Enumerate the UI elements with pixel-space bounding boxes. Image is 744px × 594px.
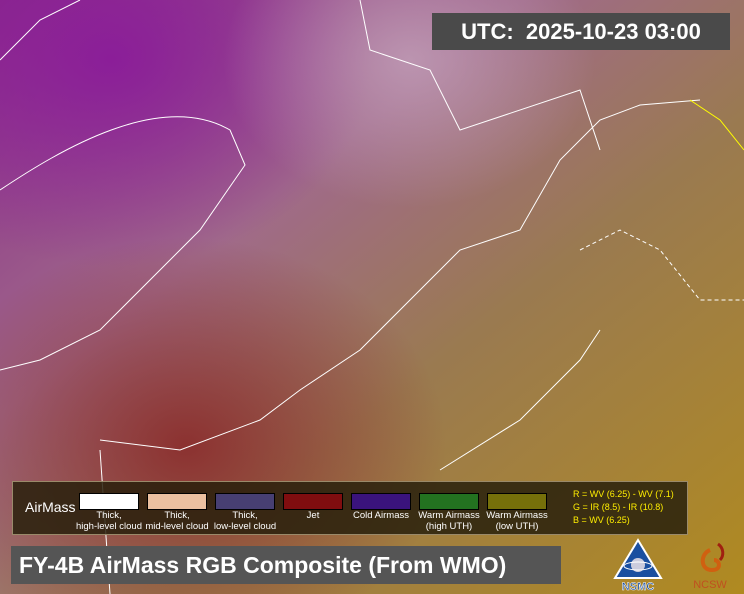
legend-swatch	[283, 493, 343, 510]
legend: AirMass Thick, high-level cloud Thick, mid-…	[12, 481, 688, 535]
legend-swatch	[79, 493, 139, 510]
timestamp-label: UTC: 2025-10-23 03:00	[432, 13, 730, 50]
legend-label: Thick, mid-level cloud	[145, 510, 209, 532]
legend-label: Cold Airmass	[353, 510, 409, 521]
ncsw-logo: NCSW	[693, 542, 727, 591]
coastline	[689, 99, 744, 151]
legend-swatch	[147, 493, 207, 510]
legend-swatch	[487, 493, 547, 510]
legend-label: Thick, low-level cloud	[213, 510, 277, 532]
legend-swatch	[419, 493, 479, 510]
legend-label: Thick, high-level cloud	[75, 510, 142, 532]
image-title: FY-4B AirMass RGB Composite (From WMO)	[11, 546, 561, 584]
nsmc-logo: NSMC	[613, 538, 663, 592]
legend-label: Warm Airmass (high UTH)	[418, 510, 480, 532]
legend-label: Jet	[306, 510, 320, 521]
svg-text:NCSW: NCSW	[693, 579, 727, 591]
legend-swatch	[215, 493, 275, 510]
legend-label: Warm Airmass (low UTH)	[486, 510, 548, 532]
legend-swatch	[351, 493, 411, 510]
legend-title: AirMass	[25, 499, 76, 515]
svg-text:NSMC: NSMC	[622, 581, 654, 592]
legend-formula: R = WV (6.25) - WV (7.1) G = IR (8.5) - …	[573, 489, 674, 525]
